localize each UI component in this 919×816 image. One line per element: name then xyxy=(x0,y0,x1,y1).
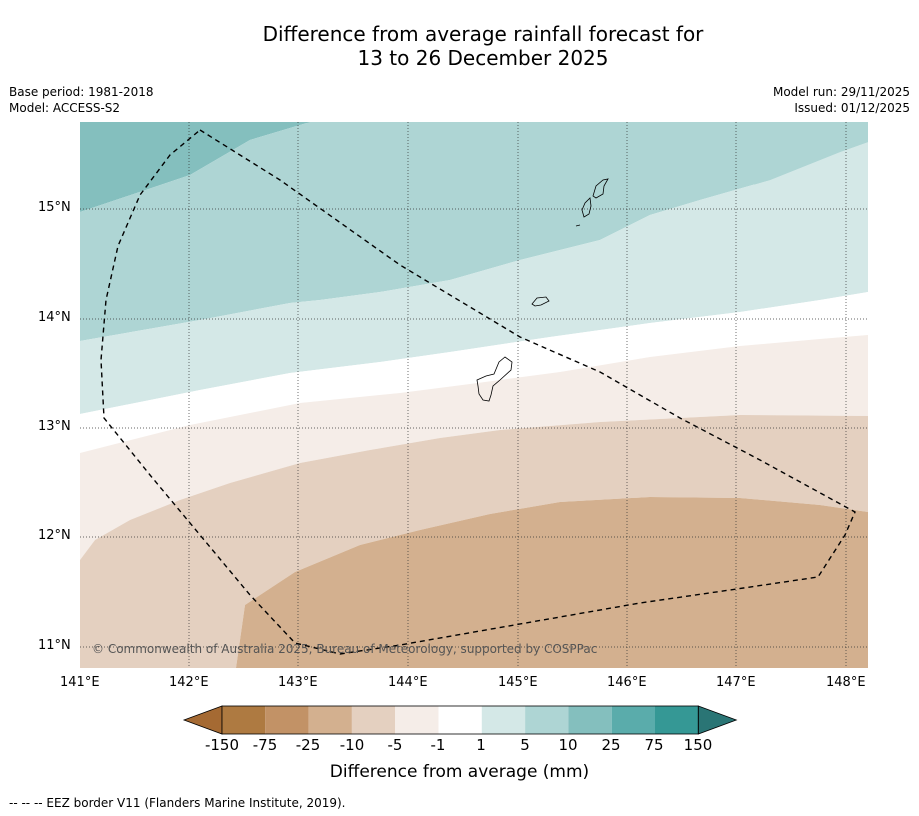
model-run: Model run: 29/11/2025 xyxy=(772,85,910,99)
lon-tick-148: 148°E xyxy=(826,675,866,690)
title-line-1: Difference from average rainfall forecas… xyxy=(262,22,704,46)
island-guam xyxy=(476,356,513,402)
island-tinian xyxy=(581,197,592,218)
colorbar-swatch xyxy=(655,706,699,734)
colorbar-title: Difference from average (mm) xyxy=(329,762,590,782)
issued-date: Issued: 01/12/2025 xyxy=(794,101,910,115)
colorbar-outline xyxy=(221,705,699,735)
lat-tick-15: 15°N xyxy=(38,200,71,215)
model-name: Model: ACCESS-S2 xyxy=(9,101,121,115)
colorbar-label: 150 xyxy=(683,736,713,754)
colorbar-label: 75 xyxy=(644,736,664,754)
metadata-left: Base period: 1981-2018 Model: ACCESS-S2 xyxy=(9,84,154,116)
map-title: Difference from average rainfall forecas… xyxy=(0,22,919,70)
colorbar-label: 10 xyxy=(558,736,578,754)
colorbar xyxy=(182,705,738,735)
colorbar-label: -25 xyxy=(295,736,321,754)
band-neg5-neg10 xyxy=(80,415,868,668)
colorbar-label: -1 xyxy=(430,736,446,754)
colorbar-swatch xyxy=(481,706,526,734)
colorbar-swatch xyxy=(351,706,396,734)
lon-tick-141: 141°E xyxy=(60,675,100,690)
band-10-25 xyxy=(80,122,868,341)
colorbar-label: 1 xyxy=(476,736,486,754)
eez-border xyxy=(100,129,856,655)
island-aguijan xyxy=(575,224,581,227)
lon-tick-146: 146°E xyxy=(607,675,647,690)
island-saipan xyxy=(592,178,609,199)
lon-tick-145: 145°E xyxy=(498,675,538,690)
colorbar-label: -5 xyxy=(387,736,403,754)
gridlines xyxy=(80,122,868,668)
band-neg10-neg25 xyxy=(236,497,868,668)
colorbar-label: 25 xyxy=(601,736,621,754)
lat-tick-13: 13°N xyxy=(38,419,71,434)
base-period: Base period: 1981-2018 xyxy=(9,85,154,99)
eez-legend-footer: -- -- -- EEZ border V11 (Flanders Marine… xyxy=(9,796,346,810)
lon-tick-142: 142°E xyxy=(169,675,209,690)
copyright-text: © Commonwealth of Australia 2025, Bureau… xyxy=(92,642,597,656)
metadata-right: Model run: 29/11/2025 Issued: 01/12/2025 xyxy=(773,84,910,116)
colorbar-swatch xyxy=(568,706,612,734)
colorbar-label: -75 xyxy=(252,736,278,754)
colorbar-swatch xyxy=(308,706,352,734)
colorbar-swatch xyxy=(265,706,309,734)
island-rota xyxy=(531,296,550,307)
colorbar-label: -10 xyxy=(339,736,365,754)
lat-tick-14: 14°N xyxy=(38,310,71,325)
islands xyxy=(476,178,609,402)
title-line-2: 13 to 26 December 2025 xyxy=(357,46,609,70)
colorbar-arrow-high xyxy=(697,705,738,735)
colorbar-swatch xyxy=(611,706,655,734)
colorbar-swatch xyxy=(222,706,266,734)
band-neg1-neg5 xyxy=(80,335,868,560)
colorbar-swatch xyxy=(525,706,569,734)
band-1-5 xyxy=(80,292,868,453)
colorbar-swatch xyxy=(395,706,439,734)
lon-tick-147: 147°E xyxy=(716,675,756,690)
lat-tick-11: 11°N xyxy=(38,638,71,653)
band-5-10 xyxy=(80,142,868,414)
forecast-shading xyxy=(80,122,868,668)
lon-tick-144: 144°E xyxy=(388,675,428,690)
lon-tick-143: 143°E xyxy=(278,675,318,690)
colorbar-label: 5 xyxy=(520,736,530,754)
colorbar-label: -150 xyxy=(204,736,240,754)
colorbar-swatch xyxy=(438,706,482,734)
colorbar-arrow-low xyxy=(182,705,223,735)
lat-tick-12: 12°N xyxy=(38,528,71,543)
